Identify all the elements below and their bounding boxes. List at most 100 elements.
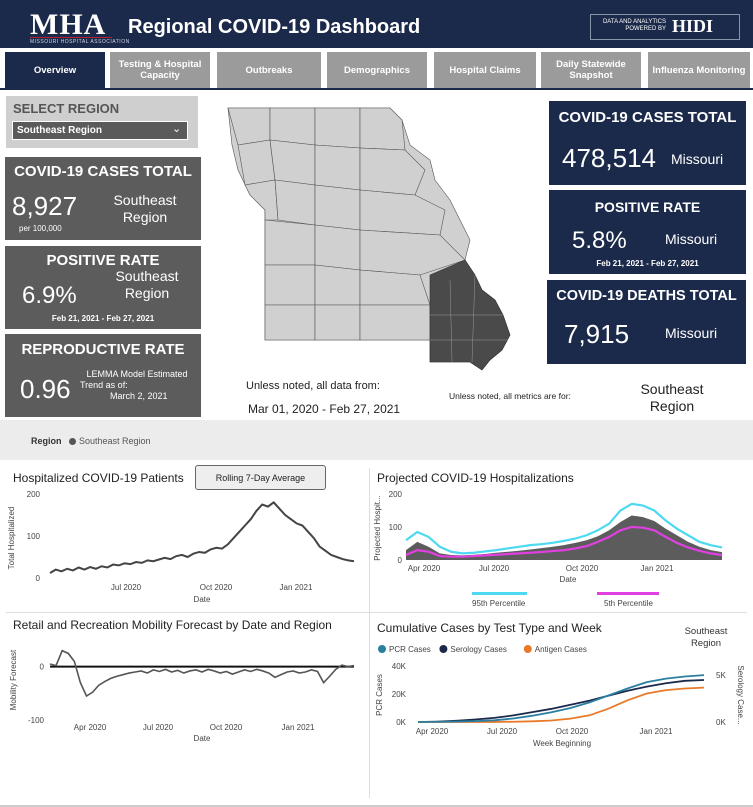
cumulative-chart-region: Southeast Region	[684, 626, 728, 649]
data-from-note: Unless noted, all data from:	[246, 380, 380, 392]
region-label: SELECT REGION	[13, 101, 120, 116]
tab-demographics[interactable]: Demographics	[327, 52, 427, 88]
projected-ytick: 200	[389, 490, 403, 499]
chart-divider-horizontal	[6, 612, 747, 613]
reproductive-trend-date: March 2, 2021	[110, 391, 168, 401]
metrics-region: Southeast Region	[640, 381, 704, 414]
projected-xtick: Oct 2020	[566, 564, 599, 573]
cumulative-ytick: 0K	[396, 718, 406, 727]
hospitalized-series-line	[49, 501, 355, 574]
region-reproductive-card	[5, 334, 201, 417]
tab-overview[interactable]: Overview	[5, 52, 105, 88]
hospitalized-chart[interactable]: Total Hospitalized 200 100 0 Jul 2020 Oct 202…	[6, 488, 360, 606]
southeast-county-lines	[430, 274, 508, 363]
missouri-county-map[interactable]	[220, 100, 540, 372]
data-date-range: Mar 01, 2020 - Feb 27, 2021	[248, 402, 401, 416]
cumulative-xlabel: Week Beginning	[533, 739, 591, 748]
filter-legend-dot	[69, 438, 76, 445]
legend-95th-swatch	[472, 592, 527, 595]
projected-chart[interactable]: Projected Hospit... 200 100 0 Apr 2020 Jul 20…	[372, 488, 747, 610]
powered-by-text: DATA AND ANALYTICS POWERED BY	[602, 19, 666, 32]
page-title: Regional COVID-19 Dashboard	[128, 16, 421, 38]
hospitalized-ytick: 200	[27, 490, 41, 499]
reproductive-trend-label: Trend as of:	[80, 380, 128, 390]
serology-line	[417, 679, 705, 723]
hospitalized-xtick: Oct 2020	[200, 583, 233, 592]
mobility-ylabel: Mobility Forecast	[9, 649, 18, 710]
projected-5th-line	[405, 525, 723, 558]
cumulative-ytick: 40K	[392, 662, 407, 671]
page-bottom-border	[0, 805, 753, 807]
projected-ytick: 0	[398, 556, 403, 565]
tabs-underline	[0, 88, 753, 90]
state-positive-card	[549, 190, 746, 274]
state-cases-region: Missouri	[671, 151, 724, 167]
mobility-xtick: Oct 2020	[210, 723, 243, 732]
tab-hospital-claims[interactable]: Hospital Claims	[434, 52, 536, 88]
tab-testing-capacity[interactable]: Testing & Hospital Capacity	[110, 52, 210, 88]
state-positive-value: 5.8%	[572, 227, 627, 254]
legend-5th-swatch	[597, 592, 659, 595]
projected-chart-title: Projected COVID-19 Hospitalizations	[377, 471, 574, 485]
projected-actual-area	[406, 515, 722, 560]
region-cases-card	[5, 157, 201, 240]
legend-dot-2	[523, 645, 532, 653]
mobility-xtick: Apr 2020	[74, 723, 107, 732]
projected-95th-line	[405, 502, 723, 555]
mobility-chart[interactable]: Mobility Forecast 0 -100 Apr 2020 Jul 2020 Oc…	[6, 636, 360, 748]
tab-outbreaks[interactable]: Outbreaks	[217, 52, 321, 88]
antigen-line	[418, 686, 705, 723]
tab-influenza[interactable]: Influenza Monitoring	[648, 52, 750, 88]
state-deaths-title: COVID-19 DEATHS TOTAL	[556, 288, 737, 304]
legend-5th-label: 5th Percentile	[604, 599, 653, 608]
state-cases-card	[549, 101, 746, 185]
chevron-down-icon[interactable]: ⌄	[172, 123, 182, 135]
tab-daily-snapshot[interactable]: Daily Statewide Snapshot	[541, 52, 641, 88]
legend-dot-1	[439, 645, 448, 653]
state-positive-title: POSITIVE RATE	[594, 199, 701, 215]
mobility-xtick: Jul 2020	[143, 723, 174, 732]
hospitalized-xtick: Jan 2021	[280, 583, 313, 592]
state-positive-region: Missouri	[665, 231, 718, 247]
mobility-ytick: -100	[28, 716, 45, 725]
region-dropdown[interactable]: Southeast Region	[12, 121, 188, 140]
cumulative-xtick: Jul 2020	[487, 727, 518, 736]
state-positive-dates: Feb 21, 2021 - Feb 27, 2021	[596, 259, 699, 268]
legend-dot-0	[378, 645, 386, 653]
cumulative-xtick: Apr 2020	[416, 727, 449, 736]
hidi-logo: HIDI	[672, 16, 714, 36]
metrics-for-note: Unless noted, all metrics are for:	[449, 391, 571, 401]
legend-label-1: Serology Cases	[450, 645, 506, 654]
mobility-series-line	[49, 649, 355, 698]
region-cases-unit: per 100,000	[19, 224, 62, 233]
region-positive-region: Southeast Region	[115, 268, 179, 301]
projected-xtick: Jul 2020	[479, 564, 510, 573]
region-reproductive-title: REPRODUCTIVE RATE	[21, 341, 185, 358]
region-positive-title: POSITIVE RATE	[46, 252, 160, 269]
projected-xlabel: Date	[560, 575, 577, 584]
cumulative-y2tick: 5K	[716, 671, 726, 680]
region-reproductive-value: 0.96	[20, 374, 71, 404]
rolling-average-button[interactable]: Rolling 7-Day Average	[195, 465, 326, 490]
chart-divider-vertical	[369, 468, 370, 798]
mobility-chart-title: Retail and Recreation Mobility Forecast …	[13, 618, 332, 632]
state-deaths-card	[547, 280, 746, 364]
hospitalized-ylabel: Total Hospitalized	[7, 507, 16, 570]
header-bar	[0, 0, 753, 48]
filter-value[interactable]: Southeast Region	[79, 436, 151, 446]
state-deaths-value: 7,915	[564, 319, 630, 349]
projected-xtick: Apr 2020	[408, 564, 441, 573]
hidi-badge[interactable]	[590, 14, 740, 40]
logo-underline	[30, 37, 112, 38]
region-cases-value: 8,927	[12, 191, 78, 221]
state-cases-title: COVID-19 CASES TOTAL	[558, 109, 737, 126]
hospitalized-ytick: 100	[27, 532, 41, 541]
cumulative-y2tick: 0K	[716, 718, 726, 727]
hospitalized-chart-title: Hospitalized COVID-19 Patients	[13, 471, 184, 485]
region-cases-title: COVID-19 CASES TOTAL	[14, 163, 192, 180]
filter-strip	[0, 420, 753, 460]
legend-95th-label: 95th Percentile	[472, 599, 526, 608]
mha-logo[interactable]: MHA	[30, 8, 107, 41]
cumulative-chart[interactable]: PCR Cases Serology Cases Antigen Cases PCR …	[372, 640, 747, 752]
pcr-line	[417, 674, 705, 723]
